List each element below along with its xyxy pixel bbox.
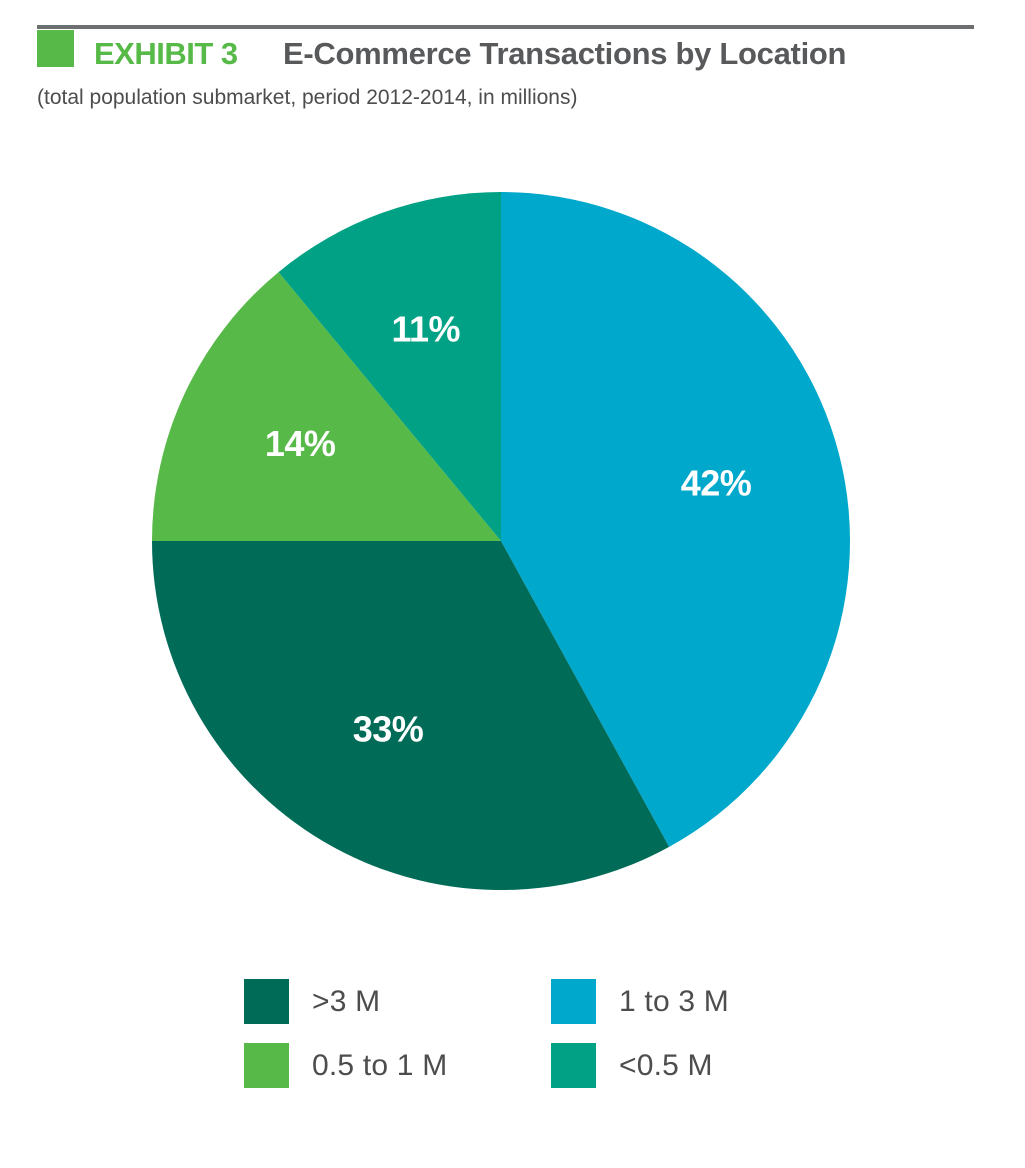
pie-slice-0-5-m (278, 192, 501, 541)
chart-subtitle: (total population submarket, period 2012… (37, 86, 578, 109)
pie-slices (152, 192, 850, 890)
slice-value-label: 11% (392, 309, 461, 350)
pie-slice-3-m (152, 541, 670, 890)
pie-slice-1-to-3-m (501, 192, 850, 847)
legend-label: 0.5 to 1 M (312, 1048, 448, 1082)
slice-value-label: 14% (265, 423, 336, 464)
legend-swatch (551, 979, 596, 1024)
top-rule (37, 25, 974, 29)
legend-item-1to3m: 1 to 3 M (551, 979, 729, 1024)
slice-value-label: 33% (353, 709, 424, 750)
legend-item-lt05m: <0.5 M (551, 1043, 713, 1088)
pie-slice-0-5-to-1-m (152, 272, 501, 541)
legend-swatch (244, 1043, 289, 1088)
chart-title: E-Commerce Transactions by Location (283, 36, 847, 71)
legend-swatch (551, 1043, 596, 1088)
legend-swatch (244, 979, 289, 1024)
legend-label: <0.5 M (619, 1048, 713, 1082)
legend-label: 1 to 3 M (619, 984, 729, 1018)
exhibit-label: EXHIBIT 3 (94, 36, 238, 71)
pie-slice-labels: 42% 33% 14% 11% (265, 309, 752, 750)
legend-item-gt3m: >3 M (244, 979, 380, 1024)
legend-item-05to1m: 0.5 to 1 M (244, 1043, 447, 1088)
exhibit-marker (37, 30, 74, 67)
slice-value-label: 42% (681, 462, 752, 503)
legend-label: >3 M (312, 984, 381, 1018)
